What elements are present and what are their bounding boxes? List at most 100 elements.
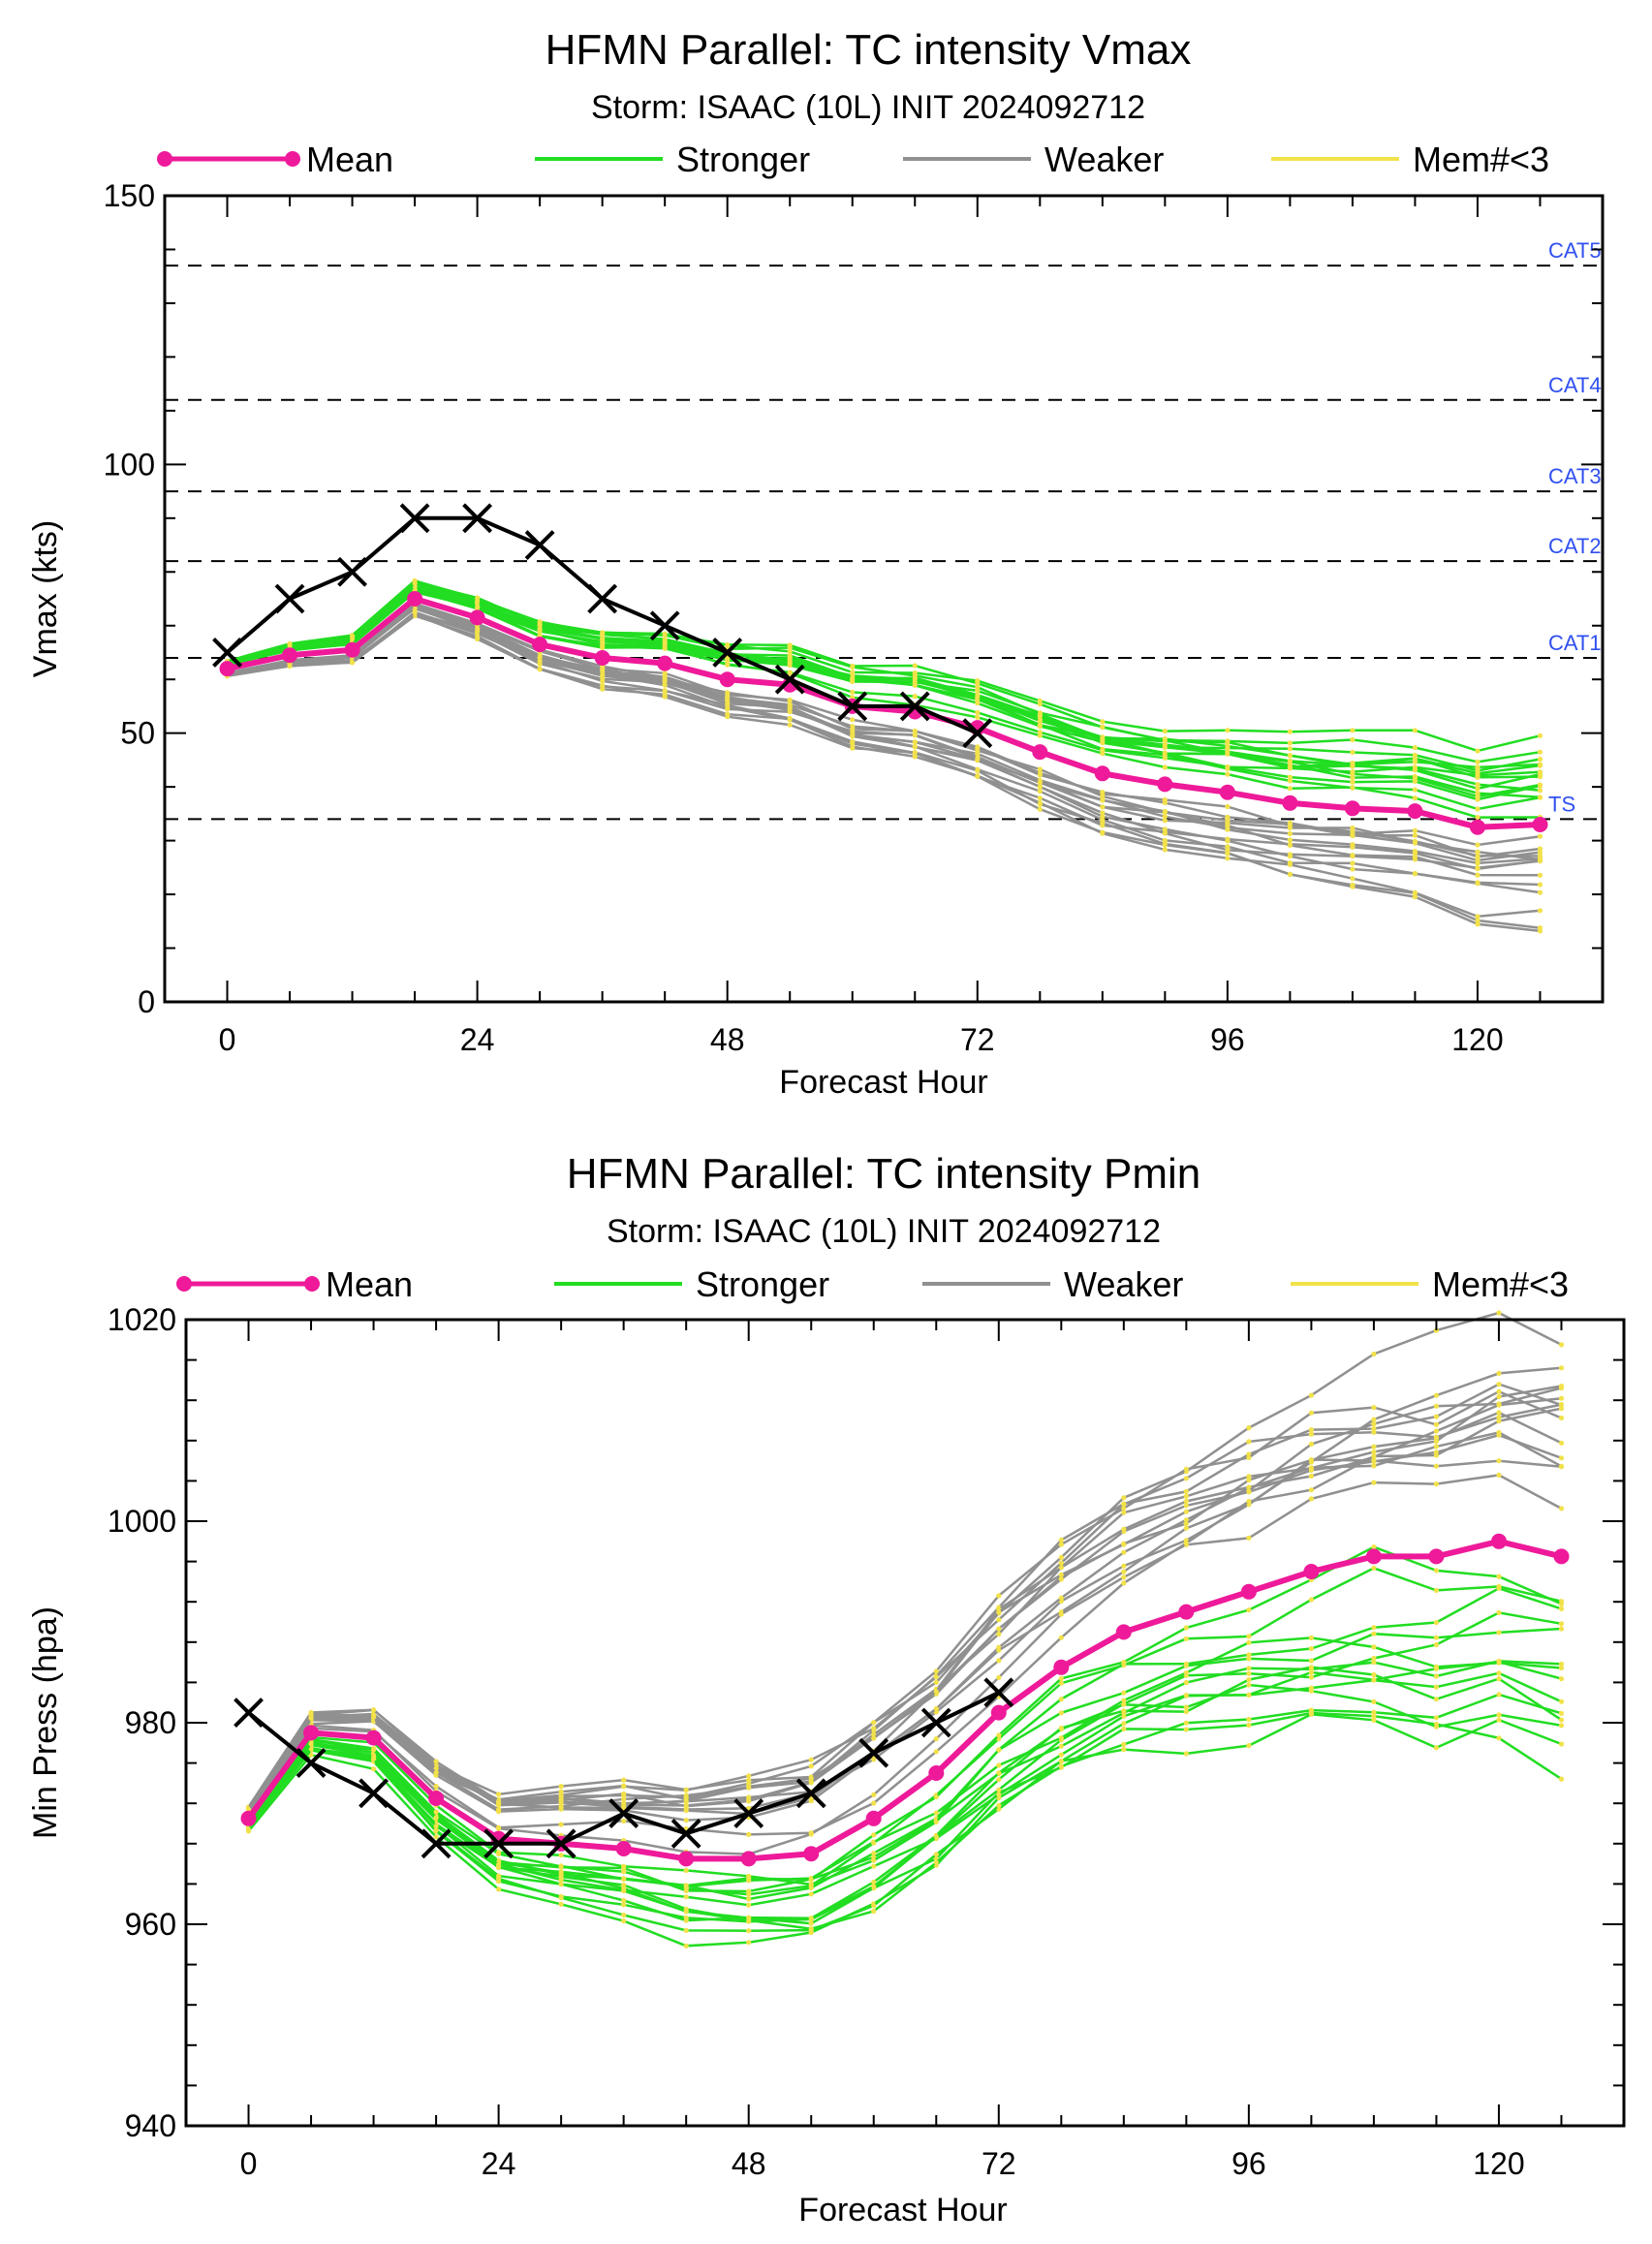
- member-point: [1225, 820, 1231, 826]
- member-point: [1225, 838, 1231, 844]
- member-point: [1371, 1644, 1377, 1650]
- member-point: [1558, 1463, 1565, 1469]
- member-point: [1412, 787, 1418, 793]
- member-point: [1037, 718, 1043, 724]
- member-point: [1037, 766, 1043, 772]
- member-point: [1058, 1560, 1064, 1566]
- member-point: [787, 660, 793, 666]
- member-point: [746, 1781, 752, 1787]
- member-point: [1287, 765, 1293, 771]
- member-point: [850, 729, 856, 734]
- member-point: [1183, 1669, 1189, 1676]
- member-point: [1121, 1569, 1127, 1574]
- member-point: [1308, 1635, 1314, 1640]
- member-point: [1496, 1310, 1502, 1316]
- member-point: [1308, 1427, 1314, 1433]
- member-point: [1496, 1410, 1502, 1416]
- y-tick-label: 1020: [108, 1302, 176, 1337]
- member-point: [787, 697, 793, 703]
- member-point: [1183, 1693, 1189, 1699]
- member-point: [1121, 1741, 1127, 1747]
- member-point: [725, 714, 731, 720]
- member-point: [1371, 1429, 1377, 1435]
- mean-point: [928, 1765, 945, 1781]
- member-point: [1183, 1517, 1189, 1523]
- member-point: [1183, 1525, 1189, 1531]
- observed-point: [795, 1778, 826, 1809]
- legend-weaker-label: Weaker: [1064, 1264, 1183, 1304]
- member-point: [808, 1891, 814, 1897]
- vmax-y-axis-label: Vmax (kts): [27, 520, 64, 677]
- member-point: [1121, 1510, 1127, 1515]
- member-point: [1558, 1415, 1565, 1421]
- member-point: [1433, 1481, 1439, 1487]
- member-point: [1225, 844, 1231, 850]
- member-point: [558, 1863, 564, 1869]
- member-point: [1287, 778, 1293, 784]
- member-point: [1162, 736, 1168, 742]
- member-point: [912, 676, 918, 682]
- legend-mean-label: Mean: [306, 140, 393, 179]
- member-point: [1037, 806, 1043, 812]
- member-point: [1287, 842, 1293, 849]
- member-point: [433, 1784, 439, 1790]
- member-point: [1058, 1542, 1064, 1547]
- member-point: [1058, 1537, 1064, 1543]
- member-point: [662, 688, 668, 694]
- member-point: [725, 661, 731, 668]
- member-point: [1162, 799, 1168, 806]
- mean-point: [1240, 1583, 1257, 1600]
- category-label-cat1: CAT1: [1548, 631, 1602, 655]
- member-point: [1371, 1699, 1377, 1704]
- member-point: [912, 729, 918, 734]
- mean-point: [1344, 800, 1360, 817]
- pmin-y-axis-label: Min Press (hpa): [27, 1606, 64, 1839]
- member-point: [1475, 860, 1481, 866]
- member-point: [683, 1943, 689, 1948]
- member-point: [537, 626, 543, 632]
- member-point: [996, 1658, 1002, 1664]
- y-tick-label: 150: [104, 178, 155, 213]
- member-point: [1162, 830, 1168, 836]
- member-point: [1100, 735, 1106, 741]
- member-point: [1350, 882, 1356, 888]
- member-point: [1308, 1487, 1314, 1493]
- member-point: [537, 658, 543, 665]
- member-point: [1412, 854, 1418, 859]
- member-point: [1308, 1688, 1314, 1694]
- observed-point: [649, 610, 680, 641]
- member-point: [1537, 771, 1543, 777]
- member-point: [558, 1874, 564, 1880]
- x-tick-label: 48: [732, 2146, 766, 2181]
- member-point: [1433, 1421, 1439, 1427]
- member-point: [1475, 748, 1481, 754]
- mean-point: [1053, 1659, 1070, 1675]
- member-point: [1058, 1611, 1064, 1617]
- x-tick-label: 120: [1473, 2146, 1524, 2181]
- weaker-member-line: [247, 1433, 1562, 1810]
- member-point: [371, 1766, 377, 1772]
- pmin-mean-series: [240, 1533, 1570, 1867]
- member-point: [558, 1799, 564, 1805]
- member-point: [371, 1747, 377, 1753]
- member-point: [1496, 1609, 1502, 1615]
- member-point: [912, 743, 918, 750]
- member-point: [1371, 1463, 1377, 1469]
- member-point: [1162, 729, 1168, 734]
- member-point: [850, 670, 856, 675]
- member-point: [1183, 1661, 1189, 1667]
- member-point: [245, 1806, 252, 1813]
- mean-point: [282, 647, 297, 664]
- member-point: [433, 1759, 439, 1764]
- member-point: [600, 630, 606, 636]
- member-point: [1537, 846, 1543, 852]
- member-point: [245, 1826, 252, 1832]
- member-point: [1475, 872, 1481, 878]
- member-point: [1121, 1574, 1127, 1580]
- member-point: [1433, 1463, 1439, 1469]
- member-point: [1371, 1417, 1377, 1422]
- member-point: [1558, 1406, 1565, 1412]
- member-point: [996, 1787, 1002, 1792]
- member-point: [975, 709, 981, 716]
- member-point: [1225, 749, 1231, 755]
